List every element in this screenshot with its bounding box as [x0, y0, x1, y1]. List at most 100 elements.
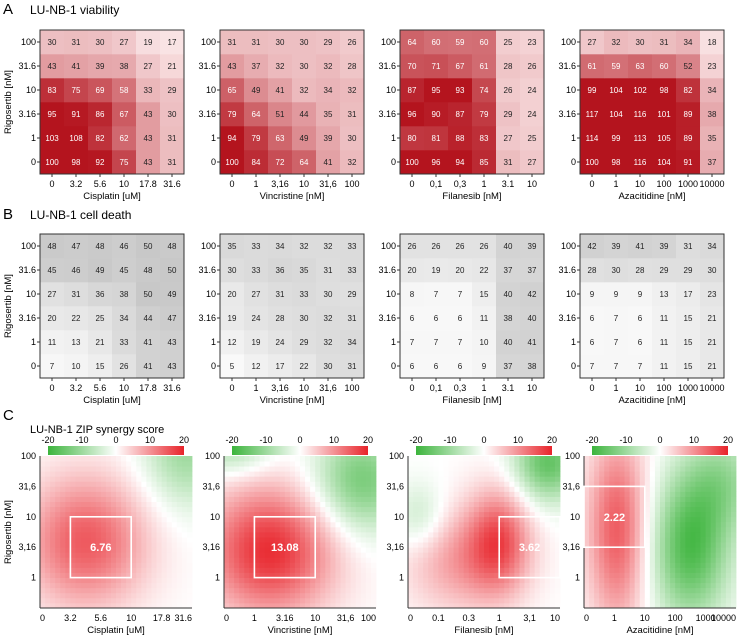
- synergy-surface-cell: [70, 491, 76, 497]
- synergy-surface-cell: [494, 542, 500, 548]
- synergy-surface-cell: [700, 587, 706, 594]
- synergy-surface-cell: [599, 572, 605, 578]
- x-tick-label: 1: [253, 383, 258, 393]
- synergy-surface-cell: [105, 486, 112, 492]
- heatmap-cell: [112, 330, 137, 355]
- synergy-surface-cell: [310, 516, 316, 523]
- synergy-surface-cell: [355, 552, 362, 558]
- cell-value-label: 103: [45, 134, 59, 143]
- synergy-surface-cell: [315, 547, 321, 553]
- synergy-surface-cell: [229, 466, 235, 472]
- synergy-surface-cell: [665, 471, 671, 477]
- synergy-surface-cell: [589, 542, 595, 548]
- synergy-surface-cell: [45, 602, 51, 609]
- synergy-surface-cell: [305, 466, 311, 472]
- synergy-surface-cell: [335, 587, 341, 594]
- y-tick-label: 1: [31, 337, 36, 347]
- synergy-surface-cell: [186, 562, 193, 568]
- synergy-surface-cell: [151, 456, 157, 462]
- synergy-surface-cell: [121, 481, 127, 487]
- synergy-surface-cell: [494, 461, 500, 467]
- synergy-score-label: 13.08: [271, 542, 299, 554]
- synergy-surface-cell: [438, 526, 444, 533]
- cell-value-label: 108: [69, 134, 83, 143]
- x-tick-label: 31,6: [319, 383, 337, 393]
- synergy-surface-cell: [695, 506, 701, 513]
- synergy-surface-cell: [544, 587, 551, 594]
- heatmap-cell: [652, 258, 677, 283]
- synergy-surface-cell: [660, 597, 666, 604]
- heatmap-cell: [400, 30, 425, 55]
- synergy-surface-cell: [453, 481, 460, 487]
- synergy-surface-cell: [695, 511, 701, 518]
- synergy-surface-cell: [75, 552, 81, 558]
- synergy-surface-cell: [116, 547, 122, 553]
- synergy-surface-cell: [408, 526, 414, 533]
- synergy-surface-cell: [320, 592, 326, 599]
- heatmap-cell: [160, 282, 185, 307]
- synergy-surface-cell: [473, 461, 480, 467]
- y-tick-label: 10: [206, 85, 216, 95]
- synergy-surface-cell: [509, 456, 515, 462]
- synergy-surface-cell: [156, 597, 162, 604]
- synergy-surface-cell: [110, 597, 117, 604]
- colorbar-tick-label: -10: [619, 435, 632, 445]
- synergy-surface-cell: [335, 562, 341, 568]
- synergy-surface-cell: [514, 582, 520, 589]
- synergy-surface-cell: [320, 587, 326, 594]
- y-tick-label: 100: [561, 37, 576, 47]
- y-tick-label: 10: [26, 512, 36, 522]
- x-tick-label: 3.16: [276, 613, 294, 623]
- synergy-surface-cell: [75, 592, 81, 599]
- synergy-surface-cell: [720, 537, 727, 543]
- synergy-surface-cell: [300, 577, 306, 584]
- synergy-surface-cell: [428, 572, 434, 578]
- x-tick-label: 31,6: [319, 179, 337, 189]
- synergy-surface-cell: [504, 592, 510, 599]
- synergy-surface-cell: [715, 491, 722, 497]
- synergy-surface-cell: [428, 552, 434, 558]
- synergy-surface-cell: [634, 592, 641, 599]
- synergy-surface-cell: [509, 537, 515, 543]
- synergy-surface-cell: [554, 532, 561, 538]
- synergy-surface-cell: [65, 562, 71, 568]
- synergy-surface-cell: [614, 602, 620, 609]
- synergy-surface-cell: [458, 486, 465, 492]
- synergy-surface-cell: [715, 511, 722, 518]
- synergy-surface-cell: [685, 597, 691, 604]
- synergy-surface-cell: [161, 511, 168, 518]
- synergy-surface-cell: [249, 572, 255, 578]
- synergy-surface-cell: [604, 461, 610, 467]
- synergy-surface-cell: [249, 532, 255, 538]
- synergy-surface-cell: [423, 587, 429, 594]
- synergy-surface-cell: [649, 521, 656, 528]
- synergy-surface-cell: [229, 486, 235, 492]
- synergy-surface-cell: [660, 516, 666, 523]
- synergy-surface-cell: [629, 552, 636, 558]
- synergy-surface-cell: [126, 516, 132, 523]
- synergy-surface-cell: [70, 592, 76, 599]
- synergy-surface-cell: [121, 476, 127, 482]
- synergy-surface-cell: [499, 521, 505, 528]
- synergy-surface-cell: [156, 526, 162, 533]
- synergy-surface-cell: [244, 572, 250, 578]
- synergy-surface-cell: [121, 456, 127, 462]
- synergy-surface-cell: [413, 562, 419, 568]
- synergy-surface-cell: [45, 572, 51, 578]
- heatmap-cell: [424, 306, 449, 331]
- synergy-surface-cell: [156, 471, 162, 477]
- heatmap-cell: [220, 30, 245, 55]
- synergy-surface-cell: [121, 592, 127, 599]
- synergy-surface-cell: [65, 602, 71, 609]
- synergy-surface-cell: [685, 501, 691, 508]
- synergy-surface-cell: [539, 542, 546, 548]
- synergy-surface-cell: [554, 537, 561, 543]
- synergy-surface-cell: [609, 577, 615, 584]
- synergy-surface-cell: [80, 577, 86, 584]
- synergy-surface-cell: [629, 506, 636, 513]
- heatmap-cell: [652, 234, 677, 259]
- cell-value-label: 41: [276, 86, 285, 95]
- synergy-surface-cell: [315, 516, 321, 523]
- synergy-surface-cell: [539, 602, 546, 609]
- synergy-surface-cell: [478, 471, 485, 477]
